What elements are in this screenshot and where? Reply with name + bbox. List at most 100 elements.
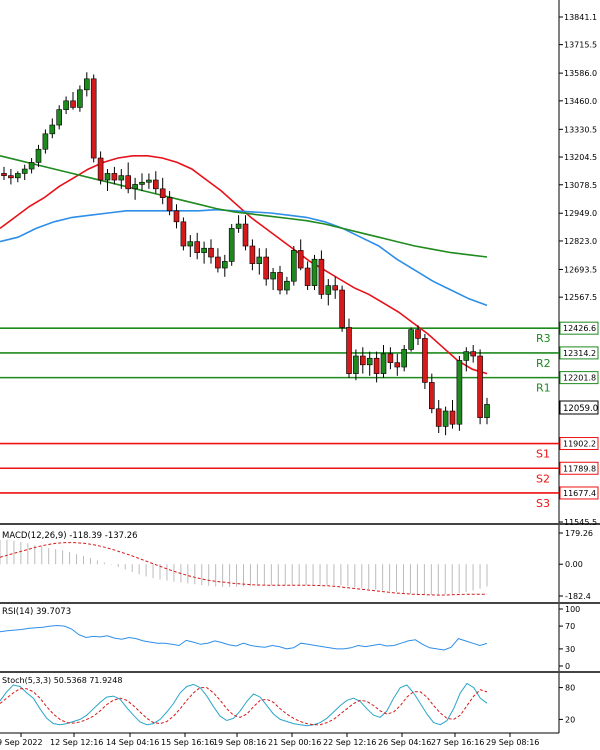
level-price-label: 11677.4 — [563, 489, 596, 498]
level-name-r3: R3 — [536, 332, 551, 345]
candle-body — [332, 285, 339, 291]
level-name-s3: S3 — [536, 497, 550, 510]
candle-body — [263, 256, 270, 280]
candle-body — [387, 353, 394, 363]
candle-body — [311, 258, 318, 286]
candle-body — [470, 351, 477, 357]
candle-body — [428, 382, 435, 410]
price-tick-label: 13460.0 — [564, 97, 597, 106]
time-axis-ticks: 9 Sep 2022 12 Sep 12:16 14 Sep 04:16 15 Sep… — [0, 733, 539, 747]
candle-body — [56, 109, 63, 126]
macd-tick-label: 179.26 — [565, 529, 593, 538]
candle-body — [249, 245, 256, 264]
candle-body — [146, 179, 152, 183]
candle-body — [435, 408, 442, 427]
candle-body — [297, 250, 304, 269]
candle-body — [359, 355, 366, 366]
candle-body — [35, 148, 42, 163]
candle-body — [456, 360, 463, 425]
candle-body — [366, 357, 373, 366]
candle-body — [284, 280, 290, 291]
candle-body — [394, 362, 401, 368]
price-tick-label: 12823.0 — [564, 237, 597, 246]
candle-body — [208, 247, 214, 258]
candle-body — [222, 261, 228, 269]
support-resistance-levels: R3 12426.6 R2 12314.2 R1 12201.8 S1 11902.2 S2 11… — [0, 321, 599, 510]
candle-body — [215, 256, 221, 269]
candle-body — [277, 272, 283, 291]
level-name-s1: S1 — [536, 448, 550, 461]
level-price-box — [559, 461, 599, 475]
rsi-line — [0, 624, 488, 651]
stoch-label: Stoch(5,3,3) 50.5368 71.9248 — [2, 676, 122, 685]
candle-body — [159, 188, 166, 198]
level-price-label: 11789.8 — [563, 464, 596, 473]
current-price-box — [559, 400, 599, 415]
stoch-panel: 80 20 — [0, 682, 575, 727]
candle-body — [442, 410, 449, 427]
candle-body — [415, 329, 421, 339]
time-tick-label: 19 Sep 08:16 — [213, 738, 266, 747]
candle-body — [346, 327, 352, 374]
time-tick-label: 22 Sep 12:16 — [323, 738, 376, 747]
candle-body — [422, 338, 428, 383]
level-price-box — [559, 321, 599, 335]
time-tick-label: 12 Sep 12:16 — [50, 738, 103, 747]
price-tick-label: 11545.5 — [564, 518, 597, 527]
rsi-tick-label: 100 — [565, 605, 580, 614]
candle-body — [325, 285, 332, 295]
time-tick-label: 27 Sep 16:16 — [431, 738, 484, 747]
time-tick-label: 21 Sep 00:16 — [268, 738, 321, 747]
candle-body — [77, 89, 83, 108]
candle-body — [173, 210, 180, 223]
candle-body — [408, 329, 414, 350]
level-price-box — [559, 346, 599, 360]
time-tick-label: 29 Sep 08:16 — [486, 738, 539, 747]
candle-body — [373, 357, 380, 374]
rsi-panel: 100 70 30 0 — [0, 605, 580, 671]
rsi-label: RSI(14) 39.7073 — [2, 607, 71, 617]
level-price-label: 12426.6 — [563, 324, 596, 333]
candle-body — [401, 349, 408, 368]
candle-body — [256, 256, 263, 264]
candle-body — [194, 241, 200, 253]
candle-body — [153, 179, 159, 190]
candle-body — [270, 272, 276, 280]
price-tick-label: 12949.0 — [564, 209, 597, 218]
candle-body — [201, 247, 207, 253]
candle-body — [180, 221, 187, 247]
candle-body — [125, 175, 131, 190]
candle-body — [166, 197, 173, 212]
candle-body — [15, 173, 21, 179]
candle-body — [242, 223, 249, 247]
level-price-box — [559, 486, 599, 500]
candle-body — [380, 353, 387, 374]
macd-tick-label: -182.4 — [565, 592, 591, 601]
macd-panel: 179.26 0.00 -182.4 — [0, 529, 593, 601]
level-price-box — [559, 371, 599, 385]
candle-body — [8, 175, 14, 179]
candle-body — [111, 173, 118, 181]
candle-body — [139, 181, 145, 185]
price-tick-label: 13204.5 — [564, 153, 597, 162]
candle-body — [235, 223, 242, 229]
ma-slow-line — [0, 155, 488, 258]
level-price-label: 12201.8 — [563, 374, 596, 383]
current-price-label: 12059.0 — [563, 404, 598, 414]
level-price-box — [559, 437, 599, 451]
time-tick-label: 15 Sep 16:16 — [161, 738, 214, 747]
candle-body — [132, 184, 138, 190]
candle-body — [1, 173, 7, 176]
rsi-tick-label: 30 — [565, 645, 575, 654]
candle-body — [84, 78, 90, 91]
time-tick-label: 14 Sep 04:16 — [106, 738, 159, 747]
level-price-label: 12314.2 — [563, 349, 596, 358]
stoch-tick-label: 80 — [565, 684, 575, 693]
level-price-label: 11902.2 — [563, 440, 596, 449]
level-name-r1: R1 — [536, 382, 551, 395]
time-tick-label: 9 Sep 2022 — [0, 738, 43, 747]
rsi-tick-label: 70 — [565, 622, 575, 631]
candlesticks — [1, 72, 490, 436]
price-tick-label: 13586.0 — [564, 69, 597, 78]
candle-body — [228, 228, 235, 262]
